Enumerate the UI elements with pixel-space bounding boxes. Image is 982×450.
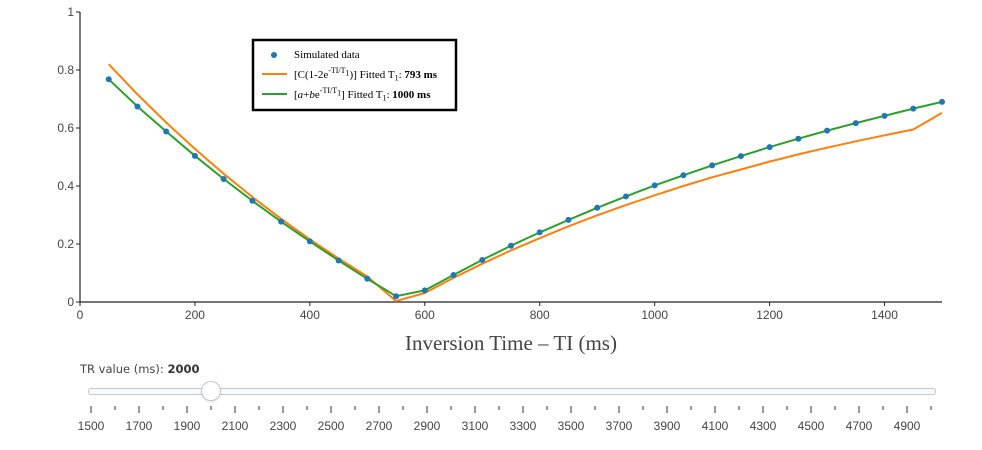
data-point [594,204,601,211]
x-tick-label: 1000 [641,308,668,322]
legend-entry-2: [a+be-TI/T1] Fitted T1: 1000 ms [294,86,431,103]
legend-text-part: 1 [395,74,399,83]
x-tick-label: 400 [300,308,320,322]
slider-tick-label[interactable]: 2900 [414,419,441,433]
x-tick-label: 800 [530,308,550,322]
data-point [421,287,428,294]
y-tick-label: 0.6 [57,121,74,135]
x-tick-label: 0 [77,308,84,322]
data-point [766,144,773,151]
legend-text-part: 1 [346,69,350,78]
legend-text-part: ] Fitted T [341,89,383,101]
legend-text-part: b [309,89,315,101]
slider-ticks: 1500 1700 1900 2100 2300 2500 2700 2900 3100 3300… [78,406,932,433]
y-tick-label: 0 [67,295,74,309]
data-point [134,103,141,110]
x-tick-label: 1200 [756,308,783,322]
data-point [191,152,198,159]
data-point [278,218,285,225]
slider-tick-label[interactable]: 2300 [270,419,297,433]
legend-entry-0: Simulated data [294,49,360,61]
data-point [680,172,687,179]
slider-current-value: 2000 [167,362,200,376]
slider-tick-label[interactable]: 3300 [510,419,537,433]
data-point [651,182,658,189]
slider-tick-label[interactable]: 4700 [846,419,873,433]
data-point [450,272,457,279]
slider-tick-label[interactable]: 1500 [78,419,105,433]
data-point [824,127,831,134]
legend-text-part: [C(1-2e [294,69,328,81]
y-tick-label: 1 [67,5,74,19]
data-point [163,128,170,135]
plot-series-group [105,63,945,303]
data-point [852,120,859,127]
data-point [795,135,802,142]
legend-text-part: 1 [382,94,386,103]
legend-text-part: -TI/T [328,66,345,75]
t1-inversion-recovery-chart: 0 0.2 0.4 0.6 0.8 1 0 200 400 600 800 1000 1200 1400 I… [57,5,945,355]
slider-tick-label[interactable]: 4300 [750,419,777,433]
series-line-1 [107,63,943,303]
legend-text-part: 1000 ms [392,89,431,101]
slider-tick-label[interactable]: 3100 [462,419,489,433]
slider-handle[interactable] [201,381,221,401]
legend-text-part: Simulated data [294,49,360,61]
x-tick-label: 600 [415,308,435,322]
slider-tick-label[interactable]: 2500 [318,419,345,433]
data-point [536,229,543,236]
legend-text-part: [ [294,89,298,101]
data-point [220,176,227,183]
legend: Simulated data[C(1-2e-TI/T1)] Fitted T1:… [251,38,458,112]
data-point [565,216,572,223]
legend-entry-1: [C(1-2e-TI/T1)] Fitted T1: 793 ms [294,66,438,83]
slider-rail[interactable] [88,388,936,395]
data-point [709,162,716,169]
slider-tick-label[interactable]: 4100 [702,419,729,433]
data-point [737,153,744,160]
legend-text-part: 793 ms [404,69,437,81]
legend-text-part: e [315,89,320,101]
data-point [479,256,486,263]
slider-tick-label[interactable]: 2700 [366,419,393,433]
legend-text-part: : [386,89,392,101]
data-point [393,293,400,300]
y-tick-label: 0.2 [57,237,74,251]
y-tick-label: 0.8 [57,63,74,77]
legend-marker-symbol [271,52,277,58]
data-point [335,257,342,264]
slider-tick-label[interactable]: 3900 [654,419,681,433]
series-line-2 [108,78,943,298]
legend-text-part: 1 [337,89,341,98]
data-point [508,242,514,249]
slider-tick-label[interactable]: 1900 [174,419,201,433]
data-point [364,275,371,282]
x-tick-label: 200 [185,308,205,322]
slider-tick-label[interactable]: 3500 [558,419,585,433]
legend-text-part: + [303,89,309,101]
data-point [881,112,888,119]
slider-tick-label[interactable]: 3700 [606,419,633,433]
data-point [306,238,313,245]
data-point [622,193,629,200]
legend-text-part: : [399,69,405,81]
slider-tick-label[interactable]: 2100 [222,419,249,433]
data-point [910,105,917,112]
legend-text-part: a [298,89,304,101]
data-point [939,98,945,105]
legend-text-part: -TI/T [320,86,337,95]
x-tick-label: 1400 [871,308,898,322]
y-tick-label: 0.4 [57,179,74,193]
slider-tick-label[interactable]: 4900 [894,419,921,433]
data-point [105,76,112,83]
slider-tick-label[interactable]: 4500 [798,419,825,433]
tr-slider-control: TR value (ms): 2000 1500 1700 1900 2100 2300… [0,356,982,450]
slider-label: TR value (ms): 2000 [80,362,199,376]
data-point [249,197,256,204]
slider-tick-label[interactable]: 1700 [126,419,153,433]
legend-text-part: )] Fitted T [350,69,395,81]
x-axis-title: Inversion Time – TI (ms) [405,331,617,355]
slider-label-text: TR value (ms): [80,362,168,376]
